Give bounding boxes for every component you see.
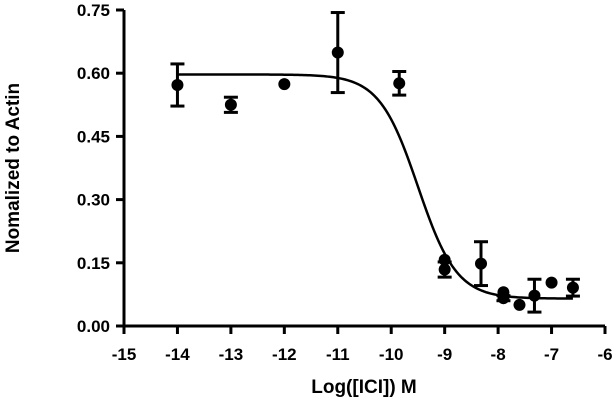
x-tick-label: -10 bbox=[379, 345, 404, 364]
y-tick-label: 0.60 bbox=[77, 64, 110, 83]
axes: -15 -14 -13 -12 -11 -10 -9 -8 -7 -6 0.00 0.15 0.30 0.… bbox=[77, 1, 613, 364]
x-tick-label: -14 bbox=[165, 345, 190, 364]
data-point bbox=[475, 257, 488, 270]
data-point bbox=[438, 253, 451, 266]
data-point bbox=[528, 289, 541, 302]
y-tick-label: 0.30 bbox=[77, 191, 110, 210]
y-tick-label: 0.15 bbox=[77, 254, 110, 273]
data-point bbox=[545, 276, 558, 289]
data-point bbox=[438, 263, 451, 276]
data-point bbox=[278, 78, 291, 91]
y-axis-title: Nomalized to Actin bbox=[3, 83, 24, 253]
data-point bbox=[171, 78, 184, 91]
data-point bbox=[497, 286, 510, 299]
x-tick-label: -7 bbox=[544, 345, 559, 364]
data-point bbox=[513, 298, 526, 311]
data-point bbox=[393, 77, 406, 90]
x-tick-label: -12 bbox=[272, 345, 297, 364]
y-tick-label: 0.45 bbox=[77, 127, 110, 146]
plot-area bbox=[170, 11, 580, 314]
x-tick-label: -11 bbox=[326, 345, 350, 364]
data-point bbox=[224, 98, 237, 111]
x-axis-title: Log([ICI]) M bbox=[311, 377, 417, 398]
x-tick-label: -8 bbox=[491, 345, 506, 364]
x-tick-label: -6 bbox=[597, 345, 612, 364]
data-point bbox=[331, 46, 344, 59]
x-tick-label: -13 bbox=[219, 345, 244, 364]
data-point bbox=[566, 281, 579, 294]
y-tick-label: 0.75 bbox=[77, 1, 110, 20]
x-tick-label: -9 bbox=[437, 345, 452, 364]
x-tick-label: -15 bbox=[112, 345, 137, 364]
fit-curve bbox=[177, 73, 573, 300]
y-tick-label: 0.00 bbox=[77, 317, 110, 336]
